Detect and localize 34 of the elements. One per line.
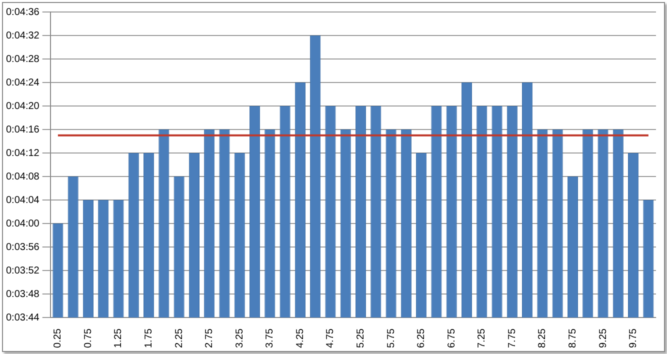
x-tick-label: 0.75 bbox=[82, 328, 94, 348]
y-tick-label: 0:04:32 bbox=[6, 30, 40, 42]
x-tick-label: 4.25 bbox=[294, 328, 306, 348]
y-tick-label: 0:04:12 bbox=[6, 148, 40, 159]
y-tick-label: 0:04:04 bbox=[6, 194, 40, 206]
y-tick-label: 0:04:20 bbox=[6, 100, 40, 112]
y-tick-label: 0:04:08 bbox=[6, 171, 40, 182]
x-tick-label: 7.25 bbox=[476, 328, 488, 348]
x-tick-label: 5.25 bbox=[356, 328, 367, 348]
y-tick-label: 0:04:24 bbox=[6, 77, 40, 88]
x-tick-label: 0.25 bbox=[52, 328, 64, 348]
x-tick-label: 6.75 bbox=[446, 328, 458, 348]
x-tick-label: 8.25 bbox=[537, 328, 548, 348]
y-tick-label: 0:04:36 bbox=[6, 6, 40, 18]
x-tick-label: 4.75 bbox=[325, 328, 336, 348]
x-tick-label: 2.25 bbox=[174, 328, 185, 348]
x-tick-label: 5.75 bbox=[386, 328, 397, 348]
x-tick-label: 1.75 bbox=[144, 328, 155, 348]
x-tick-label: 9.25 bbox=[598, 328, 609, 348]
y-tick-label: 0:04:28 bbox=[6, 54, 40, 65]
x-tick-label: 3.25 bbox=[234, 328, 246, 348]
x-tick-label: 3.75 bbox=[264, 328, 276, 348]
x-tick-label: 9.75 bbox=[628, 328, 640, 348]
x-tick-label: 8.75 bbox=[567, 328, 578, 348]
x-tick-label: 1.25 bbox=[113, 328, 124, 348]
y-tick-label: 0:03:48 bbox=[6, 288, 40, 300]
y-tick-label: 0:04:00 bbox=[6, 218, 40, 230]
x-tick-label: 7.75 bbox=[506, 328, 518, 348]
x-tick-label: 6.25 bbox=[416, 328, 428, 348]
y-tick-label: 0:03:52 bbox=[6, 265, 40, 276]
y-tick-label: 0:03:56 bbox=[6, 242, 40, 253]
y-tick-label: 0:03:44 bbox=[6, 312, 40, 324]
x-tick-label: 2.75 bbox=[204, 328, 216, 348]
y-tick-label: 0:04:16 bbox=[6, 124, 40, 136]
